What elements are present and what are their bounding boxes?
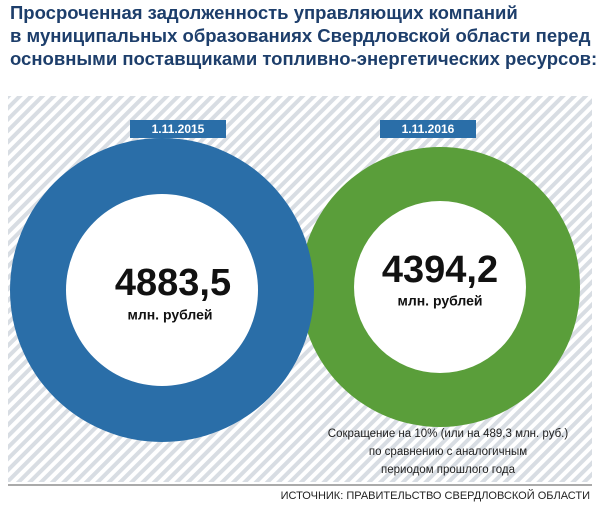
title-line: Просроченная задолженность управляющих к… bbox=[10, 2, 518, 23]
value: 4394,2 bbox=[382, 249, 498, 291]
note-line: периодом прошлого года bbox=[381, 464, 516, 476]
date-label: 1.11.2015 bbox=[152, 122, 205, 136]
note-line: Сокращение на 10% (или на 489,3 млн. руб… bbox=[328, 428, 569, 440]
title-line: в муниципальных образованиях Свердловско… bbox=[10, 25, 591, 46]
source: ИСТОЧНИК: ПРАВИТЕЛЬСТВО СВЕРДЛОВСКОЙ ОБЛ… bbox=[281, 489, 590, 502]
value: 4883,5 bbox=[115, 262, 231, 304]
date-box bbox=[130, 120, 226, 138]
unit: млн. рублей bbox=[127, 307, 212, 323]
date-label: 1.11.2016 bbox=[402, 122, 455, 136]
note-line: по сравнению с аналогичным bbox=[369, 446, 527, 458]
date-box bbox=[380, 120, 476, 138]
ring-hole bbox=[354, 201, 526, 373]
ring-hole bbox=[66, 194, 258, 386]
title-line: основными поставщиками топливно-энергети… bbox=[10, 48, 597, 69]
unit: млн. рублей bbox=[397, 293, 482, 309]
